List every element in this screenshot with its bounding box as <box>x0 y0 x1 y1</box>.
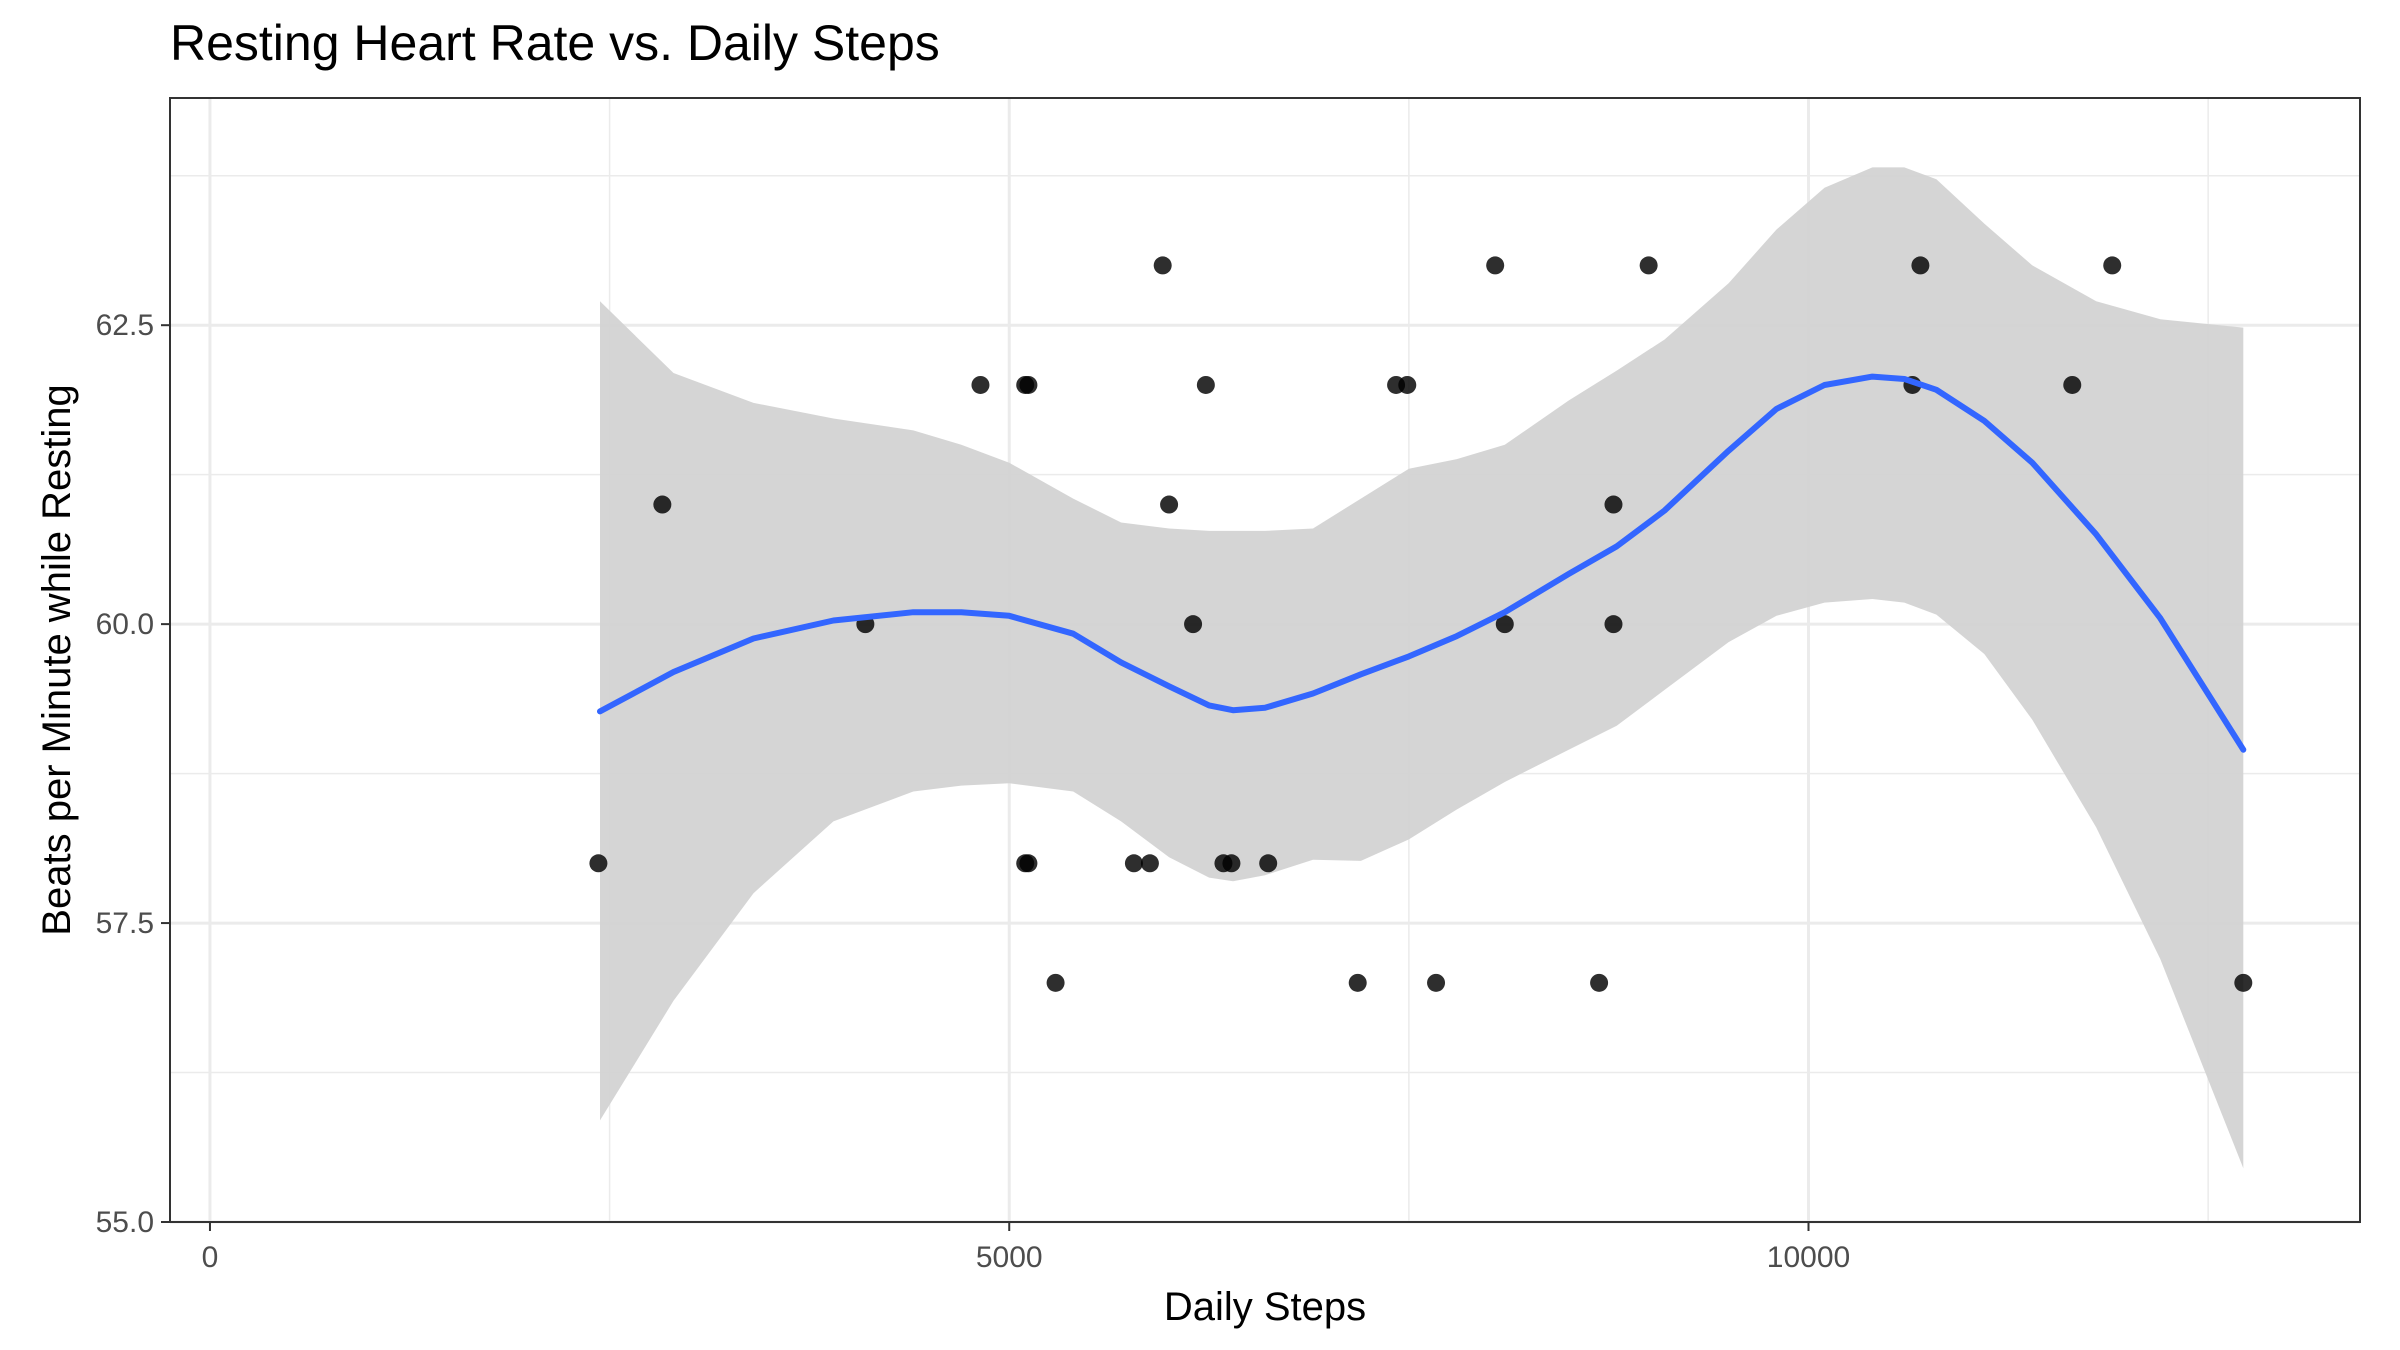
data-point <box>1604 495 1623 514</box>
y-tick-label: 62.5 <box>96 309 154 342</box>
panel-border <box>169 97 2361 1223</box>
data-point <box>1222 854 1241 873</box>
axis-ticks: 0 5000 10000 55.0 57.5 60.0 62.5 <box>96 309 1851 1274</box>
x-tick-label: 5000 <box>976 1241 1043 1274</box>
data-point <box>1019 854 1038 873</box>
y-tick-label: 55.0 <box>96 1206 154 1239</box>
y-tick-label: 60.0 <box>96 608 154 641</box>
data-point <box>1604 615 1623 634</box>
y-tick-label: 57.5 <box>96 907 154 940</box>
x-tick-label: 10000 <box>1767 1241 1850 1274</box>
data-point <box>1911 256 1930 275</box>
data-point <box>1495 615 1514 634</box>
data-point <box>1140 854 1159 873</box>
data-point <box>1398 375 1417 394</box>
data-point <box>2063 375 2082 394</box>
smooth-line-layer <box>597 373 2247 753</box>
data-point <box>1639 256 1658 275</box>
data-point <box>1196 375 1215 394</box>
data-point <box>1259 854 1278 873</box>
data-point <box>1046 973 1065 992</box>
smooth-line <box>597 373 2247 753</box>
data-point <box>589 854 608 873</box>
data-point <box>1019 375 1038 394</box>
data-point <box>1590 973 1609 992</box>
x-axis-title: Daily Steps <box>1164 1285 1366 1329</box>
data-point <box>2234 973 2253 992</box>
data-point <box>1427 973 1446 992</box>
data-point <box>653 495 672 514</box>
data-points-layer <box>589 256 2253 992</box>
data-point <box>1348 973 1367 992</box>
x-tick-label: 0 <box>202 1241 219 1274</box>
data-point <box>1184 615 1203 634</box>
data-point <box>1153 256 1172 275</box>
confidence-band <box>600 167 2244 1169</box>
data-point <box>971 375 990 394</box>
confidence-ribbon-layer <box>600 167 2244 1169</box>
data-point <box>2103 256 2122 275</box>
chart-title: Resting Heart Rate vs. Daily Steps <box>170 15 940 71</box>
y-axis-title: Beats per Minute while Resting <box>35 384 79 935</box>
data-point <box>1160 495 1179 514</box>
data-point <box>1124 854 1143 873</box>
data-point <box>1486 256 1505 275</box>
